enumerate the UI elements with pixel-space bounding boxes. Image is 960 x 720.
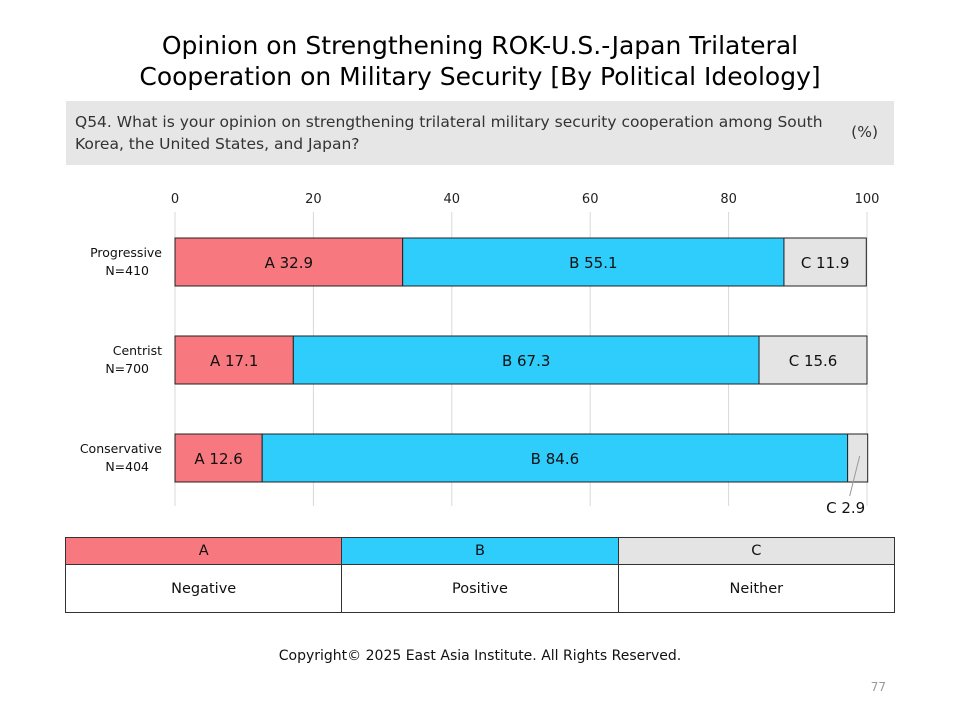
chart-title: Opinion on Strengthening ROK-U.S.-Japan …	[0, 30, 960, 92]
bar-c-1	[758, 335, 868, 385]
data-label-c-2: C 2.9	[826, 499, 865, 517]
chart-title-line-2: Cooperation on Military Security [By Pol…	[139, 62, 821, 91]
x-tick-label-100: 100	[855, 192, 880, 207]
bar-c-2	[847, 433, 869, 483]
stacked-bar-chart: 0 20 40 60 80 100 Progressive N=410 A 32.9 B 55.1…	[80, 192, 880, 517]
data-label-c-0: C 11.9	[801, 254, 850, 272]
category-label-1: Centrist	[113, 343, 162, 358]
category-label-2: Conservative	[80, 441, 162, 456]
legend-table: A B C Negative Positive Neither	[64, 537, 896, 613]
data-label-a-2: A 12.6	[194, 450, 242, 468]
x-tick-label-20: 20	[305, 192, 322, 207]
x-tick-label-80: 80	[720, 192, 737, 207]
category-label-0: Progressive	[90, 245, 162, 260]
legend-header-a: A	[64, 537, 343, 565]
data-label-a-0: A 32.9	[265, 254, 313, 272]
legend-description-a: Negative	[64, 564, 343, 613]
x-tick-label-0: 0	[171, 192, 179, 207]
bar-b-0	[402, 237, 785, 287]
x-tick-label-40: 40	[444, 192, 461, 207]
data-label-b-2: B 84.6	[531, 450, 579, 468]
bar-c-0	[783, 237, 867, 287]
leader-line-c-2	[849, 455, 861, 497]
unit-label: (%)	[851, 123, 878, 141]
legend-description-c: Neither	[617, 564, 896, 613]
legend-description-row: Negative Positive Neither	[64, 564, 896, 613]
category-n-1: N=700	[105, 361, 149, 376]
legend-header-row: A B C	[64, 537, 896, 565]
legend-description-b: Positive	[341, 564, 619, 613]
copyright-text: Copyright© 2025 East Asia Institute. All…	[278, 648, 682, 664]
data-label-a-1: A 17.1	[210, 352, 258, 370]
page-number: 77	[870, 680, 886, 694]
legend-header-c: C	[617, 537, 896, 565]
data-label-b-1: B 67.3	[502, 352, 550, 370]
question-box: Q54. What is your opinion on strengtheni…	[66, 101, 894, 165]
data-label-c-1: C 15.6	[789, 352, 838, 370]
category-n-0: N=410	[105, 263, 149, 278]
data-label-b-0: B 55.1	[569, 254, 617, 272]
bar-a-0	[174, 237, 404, 287]
chart-title-line-1: Opinion on Strengthening ROK-U.S.-Japan …	[161, 31, 799, 60]
bar-b-2	[261, 433, 849, 483]
category-n-2: N=404	[105, 459, 149, 474]
x-tick-label-60: 60	[582, 192, 599, 207]
legend-header-b: B	[341, 537, 619, 565]
question-text: Q54. What is your opinion on strengtheni…	[75, 113, 823, 153]
